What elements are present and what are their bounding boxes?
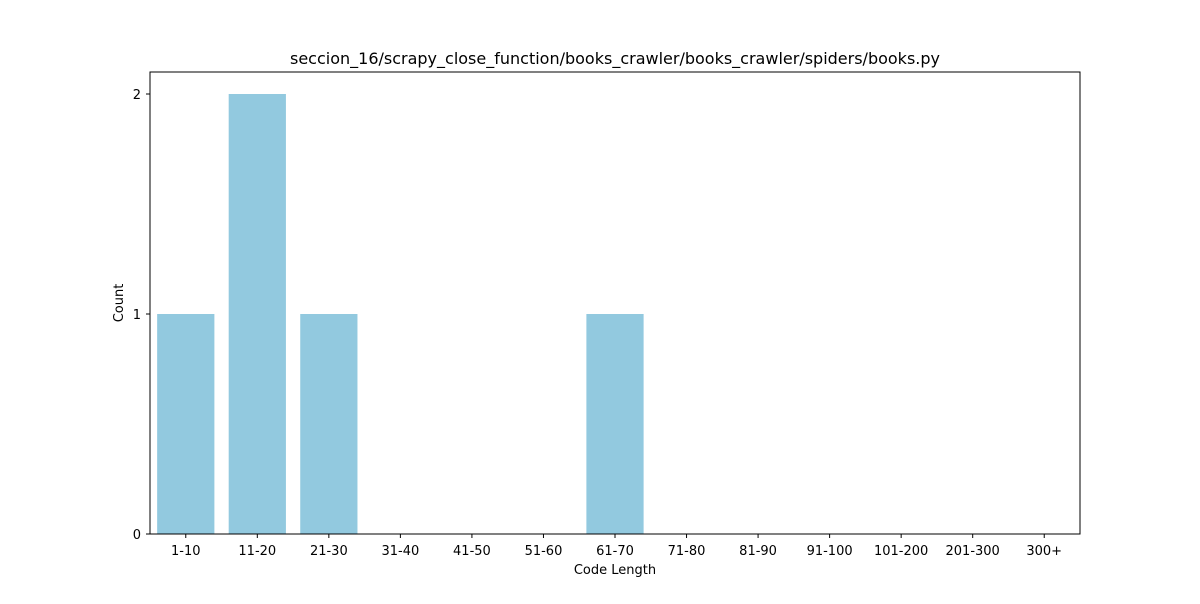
x-tick-label-300+: 300+ (1026, 544, 1062, 559)
x-tick-label-101-200: 101-200 (874, 544, 928, 559)
bar-61-70 (586, 314, 644, 534)
bars-group (157, 94, 644, 534)
x-tick-label-51-60: 51-60 (525, 544, 563, 559)
x-tick-label-41-50: 41-50 (453, 544, 491, 559)
y-axis: 0 1 2 (133, 88, 150, 543)
x-tick-label-71-80: 71-80 (668, 544, 706, 559)
x-tick-label-31-40: 31-40 (381, 544, 419, 559)
x-tick-label-201-300: 201-300 (946, 544, 1000, 559)
chart-title: seccion_16/scrapy_close_function/books_c… (290, 49, 940, 69)
bar-11-20 (228, 94, 286, 534)
x-tick-label-1-10: 1-10 (171, 544, 201, 559)
x-tick-label-81-90: 81-90 (739, 544, 777, 559)
y-axis-label: Count (112, 284, 127, 323)
y-tick-label-2: 2 (133, 88, 141, 103)
x-tick-label-91-100: 91-100 (807, 544, 853, 559)
x-axis: 1-10 11-20 21-30 31-40 41-50 51-60 61-70 71-80 8… (171, 534, 1062, 559)
x-axis-label: Code Length (574, 563, 656, 578)
x-tick-label-61-70: 61-70 (596, 544, 634, 559)
x-tick-label-11-20: 11-20 (238, 544, 276, 559)
bar-21-30 (300, 314, 358, 534)
y-tick-label-0: 0 (133, 528, 141, 543)
x-tick-label-21-30: 21-30 (310, 544, 348, 559)
bar-1-10 (157, 314, 215, 534)
y-tick-label-1: 1 (133, 308, 141, 323)
